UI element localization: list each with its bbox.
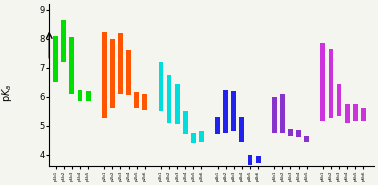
Bar (280, 94, 285, 133)
Bar (53, 36, 58, 82)
Bar (199, 131, 204, 142)
Bar (102, 32, 107, 118)
Bar (248, 155, 253, 165)
Bar (353, 104, 358, 121)
Bar (126, 51, 131, 95)
Bar (175, 84, 180, 124)
Bar (345, 104, 350, 123)
Bar (70, 37, 74, 94)
Bar (361, 108, 366, 121)
Bar (328, 49, 333, 118)
Bar (256, 156, 260, 163)
Bar (231, 91, 236, 132)
Bar (134, 92, 139, 108)
Bar (240, 117, 244, 142)
Bar (61, 20, 66, 62)
Bar (288, 129, 293, 136)
Bar (272, 97, 277, 133)
Bar (167, 75, 172, 123)
Bar (336, 84, 341, 116)
Bar (86, 91, 91, 101)
Bar (77, 90, 82, 101)
Bar (158, 62, 163, 111)
Bar (296, 130, 301, 137)
Bar (143, 94, 147, 110)
Bar (215, 117, 220, 134)
Bar (191, 133, 196, 143)
Bar (118, 33, 123, 94)
Text: p$K_a$: p$K_a$ (0, 84, 14, 102)
Bar (183, 111, 187, 134)
Bar (110, 39, 115, 108)
Bar (304, 136, 309, 142)
Bar (223, 90, 228, 133)
Bar (321, 43, 325, 121)
